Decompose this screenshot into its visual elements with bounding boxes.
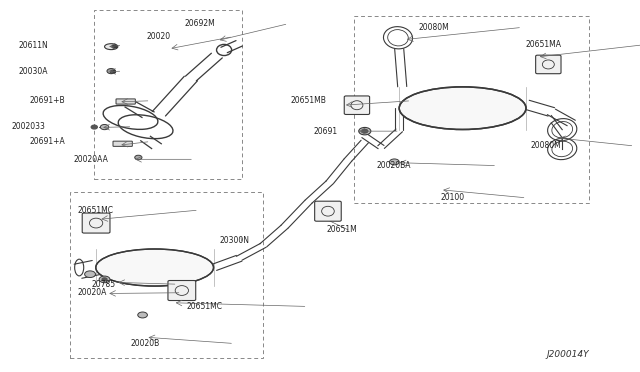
Text: 20651MC: 20651MC: [78, 206, 114, 215]
Text: 20020B: 20020B: [131, 339, 160, 348]
Text: 20692M: 20692M: [185, 19, 216, 28]
Circle shape: [100, 125, 109, 130]
Text: 20030A: 20030A: [19, 67, 48, 76]
Text: 20651MB: 20651MB: [291, 96, 326, 105]
Text: 20080M: 20080M: [531, 141, 561, 151]
Text: 20100: 20100: [440, 193, 465, 202]
Circle shape: [92, 125, 97, 129]
Circle shape: [359, 128, 371, 135]
Text: 20691: 20691: [314, 126, 337, 136]
Text: 20020: 20020: [147, 32, 171, 41]
Text: 2002033: 2002033: [12, 122, 45, 131]
Text: 20080M: 20080M: [419, 23, 449, 32]
Circle shape: [107, 68, 115, 74]
Circle shape: [135, 155, 142, 160]
FancyBboxPatch shape: [113, 141, 132, 146]
Text: 20300N: 20300N: [220, 236, 249, 246]
Circle shape: [390, 159, 399, 165]
Text: 20020A: 20020A: [78, 288, 108, 297]
Bar: [94, 10, 242, 179]
FancyBboxPatch shape: [344, 96, 370, 115]
Circle shape: [111, 70, 115, 73]
Text: J200014Y: J200014Y: [547, 350, 589, 359]
Text: 20020AA: 20020AA: [73, 155, 108, 164]
Text: 20785: 20785: [92, 280, 115, 289]
Ellipse shape: [399, 87, 526, 129]
Text: 20611N: 20611N: [19, 41, 49, 50]
Circle shape: [138, 312, 147, 318]
Bar: [354, 16, 589, 203]
Ellipse shape: [96, 249, 214, 286]
FancyBboxPatch shape: [536, 55, 561, 74]
Text: 20651M: 20651M: [327, 225, 358, 234]
Circle shape: [102, 278, 107, 281]
Circle shape: [99, 276, 110, 283]
FancyBboxPatch shape: [82, 213, 110, 233]
Ellipse shape: [104, 44, 118, 49]
Text: 20651MA: 20651MA: [526, 40, 562, 49]
Text: 20651MC: 20651MC: [187, 302, 223, 311]
FancyBboxPatch shape: [168, 280, 196, 301]
Text: 20020BA: 20020BA: [376, 161, 411, 170]
Text: 20691+A: 20691+A: [29, 137, 65, 146]
Circle shape: [84, 271, 95, 278]
Bar: [70, 192, 263, 358]
FancyBboxPatch shape: [116, 99, 135, 104]
Circle shape: [112, 45, 117, 48]
Text: 20691+B: 20691+B: [29, 96, 65, 105]
Circle shape: [362, 129, 368, 133]
FancyBboxPatch shape: [315, 201, 341, 221]
